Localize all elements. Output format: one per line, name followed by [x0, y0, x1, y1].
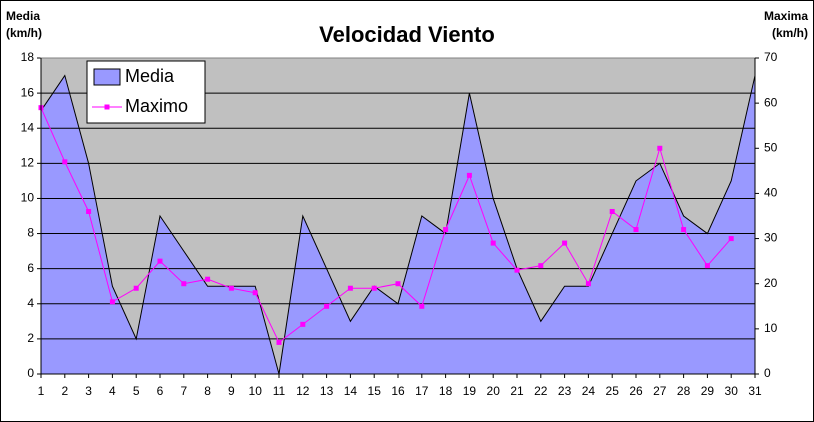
y-tick-label: 4	[27, 296, 34, 310]
x-tick-label: 3	[85, 384, 92, 398]
x-tick-label: 1	[38, 384, 45, 398]
x-tick-label: 23	[558, 384, 572, 398]
y2-tick-label: 20	[764, 276, 778, 290]
marker	[585, 281, 591, 287]
marker	[538, 263, 544, 269]
marker	[62, 159, 68, 165]
y-tick-label: 8	[27, 226, 34, 240]
y-tick-label: 10	[21, 191, 35, 205]
marker	[347, 285, 353, 291]
marker	[657, 145, 663, 151]
marker	[395, 281, 401, 287]
x-tick-label: 13	[320, 384, 334, 398]
y-tick-label: 12	[21, 156, 35, 170]
x-tick-label: 14	[344, 384, 358, 398]
marker	[704, 263, 710, 269]
x-tick-label: 24	[582, 384, 596, 398]
x-tick-label: 9	[228, 384, 235, 398]
marker	[252, 290, 258, 296]
y2-axis-label: Maxima	[764, 9, 808, 23]
y2-tick-label: 70	[764, 50, 778, 64]
legend-marker	[104, 104, 110, 110]
y2-axis-label: (km/h)	[772, 26, 808, 40]
y2-tick-label: 40	[764, 186, 778, 200]
marker	[181, 281, 187, 287]
x-tick-label: 28	[677, 384, 691, 398]
y-tick-label: 0	[27, 366, 34, 380]
legend-label: Maximo	[125, 96, 188, 116]
y-axis-label: Media	[6, 9, 40, 23]
x-tick-label: 4	[109, 384, 116, 398]
x-tick-label: 11	[273, 384, 286, 398]
x-tick-label: 8	[204, 384, 211, 398]
marker	[681, 227, 687, 233]
x-tick-label: 22	[534, 384, 548, 398]
marker	[300, 321, 306, 327]
marker	[419, 303, 425, 309]
legend-label: Media	[125, 66, 175, 86]
x-tick-label: 21	[510, 384, 524, 398]
x-tick-label: 19	[463, 384, 477, 398]
y-tick-label: 18	[21, 50, 35, 64]
y-axis-label: (km/h)	[6, 26, 42, 40]
marker	[562, 240, 568, 246]
x-tick-label: 17	[415, 384, 429, 398]
x-tick-label: 15	[368, 384, 382, 398]
x-tick-label: 12	[296, 384, 310, 398]
y-tick-label: 16	[21, 85, 35, 99]
marker	[609, 208, 615, 214]
x-tick-label: 31	[748, 384, 762, 398]
y2-tick-label: 30	[764, 231, 778, 245]
chart-title: Velocidad Viento	[319, 22, 495, 47]
x-tick-label: 2	[61, 384, 68, 398]
marker	[490, 240, 496, 246]
x-tick-label: 18	[439, 384, 453, 398]
x-tick-label: 25	[606, 384, 620, 398]
x-tick-label: 30	[725, 384, 739, 398]
marker	[157, 258, 163, 264]
x-tick-label: 7	[180, 384, 187, 398]
y2-tick-label: 10	[764, 321, 778, 335]
x-tick-label: 5	[133, 384, 140, 398]
y2-tick-label: 50	[764, 140, 778, 154]
marker	[633, 227, 639, 233]
marker	[205, 276, 211, 282]
y-tick-label: 2	[27, 331, 34, 345]
x-tick-label: 6	[157, 384, 164, 398]
marker	[228, 285, 234, 291]
marker	[133, 285, 139, 291]
x-tick-label: 29	[701, 384, 715, 398]
marker	[109, 299, 115, 305]
legend-swatch	[93, 68, 121, 86]
x-tick-label: 16	[391, 384, 405, 398]
marker	[371, 285, 377, 291]
x-tick-label: 20	[487, 384, 501, 398]
x-tick-label: 27	[653, 384, 667, 398]
marker	[324, 303, 330, 309]
marker	[514, 267, 520, 273]
y-tick-label: 14	[21, 120, 35, 134]
y2-tick-label: 0	[764, 366, 771, 380]
y2-tick-label: 60	[764, 95, 778, 109]
x-tick-label: 26	[629, 384, 643, 398]
marker	[86, 208, 92, 214]
marker	[443, 227, 449, 233]
x-tick-label: 10	[249, 384, 263, 398]
line	[40, 107, 732, 344]
y-tick-label: 6	[27, 261, 34, 275]
marker	[276, 339, 282, 345]
marker	[728, 236, 734, 242]
marker	[466, 172, 472, 178]
